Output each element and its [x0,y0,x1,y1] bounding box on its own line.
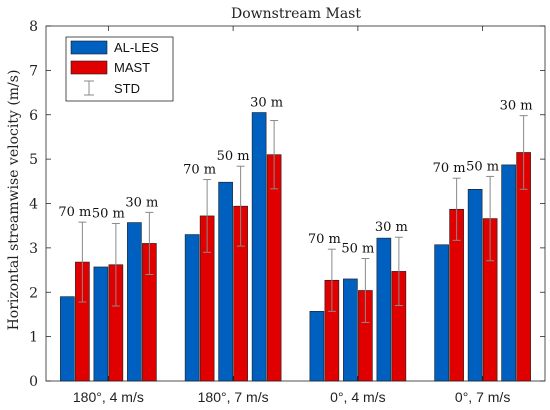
y-tick-label: 7 [29,63,38,79]
chart-title: Downstream Mast [231,6,361,22]
y-tick-label: 8 [29,19,38,35]
height-label: 70 m [433,161,466,176]
axes: 0 1 2 3 4 5 6 7 8 180°, 4 m/s 180°, 7 m/s 0°, 4 m/s… [29,19,546,405]
bar-al-les [467,189,483,382]
bar-al-les [501,164,516,382]
x-tick-label: 180°, 4 m/s [73,389,144,405]
height-label: 70 m [58,205,91,220]
bar-al-les [343,278,358,382]
y-axis-label: Horizontal streamwise velocity (m/s) [6,70,22,331]
x-tick-label: 0°, 4 m/s [330,389,385,405]
y-tick-label: 6 [29,108,38,124]
bar-al-les [184,234,200,382]
height-label: 50 m [341,242,374,257]
legend-label: AL-LES [114,40,159,55]
bars [60,112,531,382]
bar-al-les [376,237,392,382]
bar-al-les [93,266,109,382]
legend-swatch [70,60,108,75]
bar-al-les [434,244,449,382]
legend-label-std: STD [114,81,140,96]
bar-al-les [218,181,233,382]
bar-al-les [127,222,142,382]
height-label: 70 m [308,232,341,247]
legend: AL-LES MAST STD [65,36,174,102]
y-tick-label: 3 [29,241,38,257]
x-tick-label: 180°, 7 m/s [198,389,269,405]
height-label: 30 m [250,96,283,111]
height-label: 50 m [217,149,250,164]
y-tick-label: 0 [29,374,38,390]
height-label: 50 m [92,206,125,221]
bar-al-les [60,296,75,382]
height-label: 30 m [500,99,533,114]
legend-label: MAST [114,60,150,75]
legend-swatch [70,40,108,55]
bar-al-les [251,112,267,382]
bar-al-les [309,311,325,382]
height-label: 50 m [466,159,499,174]
y-tick-label: 2 [29,285,38,301]
y-tick-label: 5 [29,152,38,168]
y-tick-label: 1 [29,330,38,346]
height-labels: 70 m 50 m30 m70 m50 m30 m70 m50 m30 m70 m… [58,96,532,257]
height-label: 70 m [183,163,216,178]
x-tick-label: 0°, 7 m/s [455,389,510,405]
height-label: 30 m [375,220,408,235]
height-label: 30 m [125,195,158,210]
y-tick-label: 4 [29,197,38,213]
